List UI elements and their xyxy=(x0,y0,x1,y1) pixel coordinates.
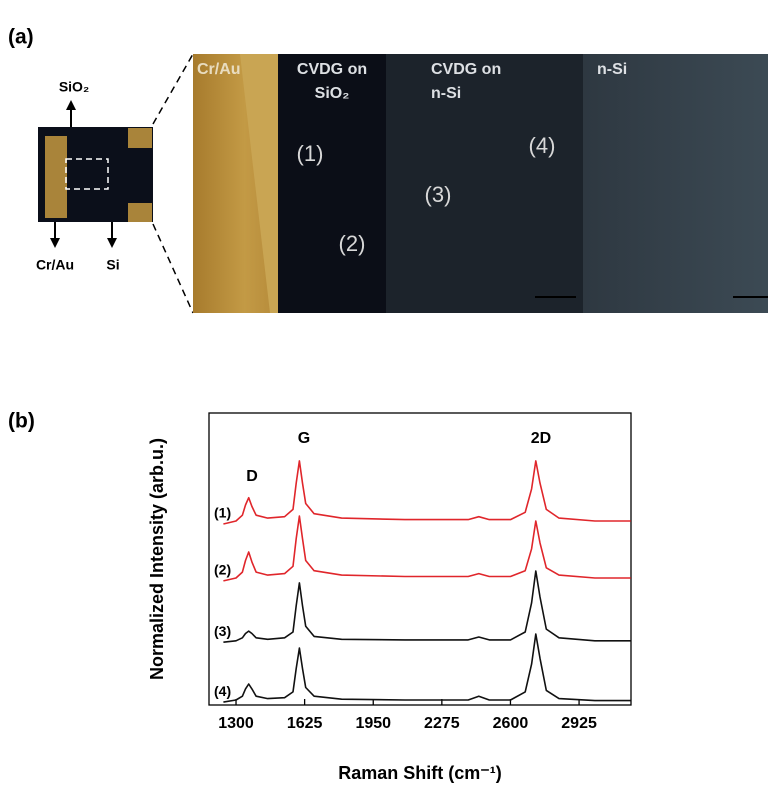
y-axis-title: Normalized Intensity (arb.u.) xyxy=(147,438,167,680)
x-tick-label: 2275 xyxy=(424,715,460,732)
spectrum-line xyxy=(223,515,631,582)
series-label: (4) xyxy=(214,683,231,699)
x-tick-label: 2600 xyxy=(493,715,529,732)
panel-label: (b) xyxy=(8,410,35,433)
spectrum-line xyxy=(223,460,631,525)
spectrum-line xyxy=(223,633,631,703)
device-schematic xyxy=(38,53,194,314)
spot-label: (4) xyxy=(529,133,556,158)
region-label: n-Si xyxy=(431,85,461,102)
x-tick-label: 1950 xyxy=(355,715,391,732)
region-label: Cr/Au xyxy=(197,61,241,78)
peak-label: G xyxy=(298,430,310,447)
peak-label: 2D xyxy=(531,430,551,447)
spot-label: (1) xyxy=(297,141,324,166)
series-label: (2) xyxy=(214,562,231,578)
region-label: CVDG on xyxy=(297,61,367,78)
x-axis-title: Raman Shift (cm⁻¹) xyxy=(338,763,502,783)
series-label: (3) xyxy=(214,623,231,639)
micrograph xyxy=(193,54,768,313)
plot-frame xyxy=(208,412,632,706)
spot-label: (2) xyxy=(339,231,366,256)
schematic-label: Si xyxy=(106,257,119,273)
peak-label: D xyxy=(246,468,258,485)
spectrum-line xyxy=(223,570,631,643)
region-label: SiO₂ xyxy=(315,85,350,102)
schematic-label: Cr/Au xyxy=(36,257,74,273)
x-tick-label: 2925 xyxy=(561,715,597,732)
panel-label: (a) xyxy=(8,26,34,49)
region-label: n-Si xyxy=(597,61,627,78)
x-tick-label: 1625 xyxy=(287,715,323,732)
schematic-label: SiO₂ xyxy=(59,79,89,95)
series-label: (1) xyxy=(214,505,231,521)
x-tick-label: 1300 xyxy=(218,715,254,732)
spot-label: (3) xyxy=(425,182,452,207)
region-label: CVDG on xyxy=(431,61,501,78)
